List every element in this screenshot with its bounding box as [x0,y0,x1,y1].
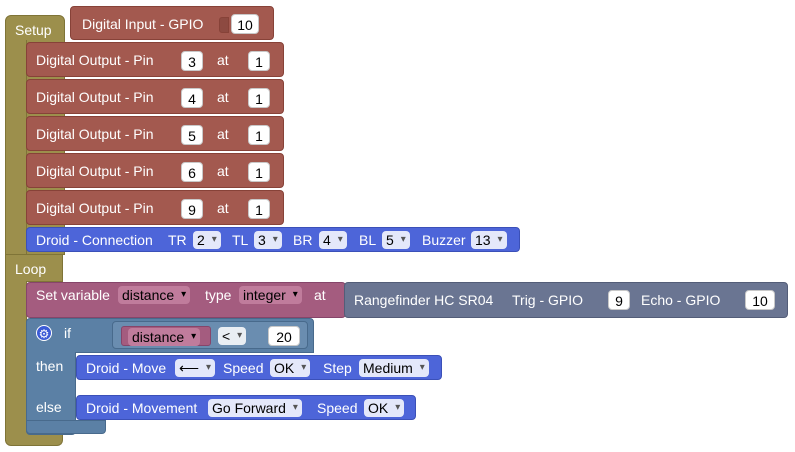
at-label: at [217,163,229,179]
digital-output-block-2[interactable]: Digital Output - Pin 4 at 1 [26,79,284,114]
echo-gpio-value[interactable]: 10 [745,290,775,310]
setup-spine [5,40,27,256]
output-pin-value[interactable]: 6 [181,162,203,182]
tr-label: TR [168,232,187,248]
gear-icon[interactable]: ⚙ [36,325,52,341]
bl-label: BL [359,232,377,248]
tr-dropdown[interactable]: 2 [193,231,221,249]
digital-output-label: Digital Output - Pin [36,126,154,142]
droid-movement-label: Droid - Movement [86,400,198,416]
droid-connection-block[interactable]: Droid - Connection TR 2 TL 3 BR 4 BL 5 B… [26,227,520,252]
output-state-value[interactable]: 1 [248,199,270,219]
condition-variable-block[interactable]: distance [121,326,211,346]
condition-value[interactable]: 20 [268,326,300,346]
input-socket [219,17,229,33]
at-label: at [217,89,229,105]
loop-spine [5,281,27,441]
speed-label: Speed [317,400,358,416]
loop-block[interactable]: Loop [5,254,63,282]
output-state-value[interactable]: 1 [248,125,270,145]
loop-label: Loop [15,261,47,277]
digital-input-block[interactable]: Digital Input - GPIO 10 [70,6,274,40]
if-else-bottom [26,420,106,434]
operator-dropdown[interactable]: < [218,327,247,345]
variable-dropdown[interactable]: distance [118,286,191,304]
digital-output-block-4[interactable]: Digital Output - Pin 6 at 1 [26,153,284,188]
digital-output-block-1[interactable]: Digital Output - Pin 3 at 1 [26,42,284,77]
compare-block[interactable]: distance < 20 [112,321,308,349]
condition-variable-dropdown[interactable]: distance [128,328,201,346]
output-pin-value[interactable]: 9 [181,199,203,219]
type-label: type [205,287,232,303]
digital-output-label: Digital Output - Pin [36,163,154,179]
direction-dropdown[interactable]: ⟵ [175,359,216,377]
output-pin-value[interactable]: 5 [181,125,203,145]
digital-input-gpio-value[interactable]: 10 [231,14,259,34]
rangefinder-block[interactable]: Rangefinder HC SR04 Trig - GPIO 9 Echo -… [344,282,788,318]
droid-movement-block[interactable]: Droid - Movement Go Forward Speed OK [76,395,416,420]
tl-dropdown[interactable]: 3 [254,231,282,249]
movement-direction-dropdown[interactable]: Go Forward [208,399,302,417]
loop-bottom-arm [5,432,63,446]
output-state-value[interactable]: 1 [248,162,270,182]
buzzer-label: Buzzer [422,232,466,248]
digital-output-label: Digital Output - Pin [36,89,154,105]
buzzer-dropdown[interactable]: 13 [471,231,507,249]
at-label: at [217,52,229,68]
step-dropdown[interactable]: Medium [359,359,429,377]
at-label: at [314,287,326,303]
step-label: Step [323,360,352,376]
echo-label: Echo - GPIO [641,292,721,308]
output-state-value[interactable]: 1 [248,88,270,108]
type-dropdown[interactable]: integer [239,286,302,304]
rangefinder-label: Rangefinder HC SR04 [354,292,494,308]
trig-label: Trig - GPIO [512,292,584,308]
at-label: at [217,126,229,142]
else-label: else [36,399,62,415]
droid-connection-label: Droid - Connection [36,232,153,248]
droid-move-label: Droid - Move [86,360,167,376]
droid-move-block[interactable]: Droid - Move ⟵ Speed OK Step Medium [76,355,442,380]
trig-gpio-value[interactable]: 9 [608,290,630,310]
set-variable-label: Set variable [36,287,110,303]
digital-output-label: Digital Output - Pin [36,52,154,68]
setup-label: Setup [15,22,52,38]
digital-output-label: Digital Output - Pin [36,200,154,216]
br-dropdown[interactable]: 4 [319,231,347,249]
if-label: if [64,325,71,341]
bl-dropdown[interactable]: 5 [382,231,410,249]
digital-input-label: Digital Input - GPIO [82,16,204,32]
movement-speed-dropdown[interactable]: OK [364,399,405,417]
tl-label: TL [232,232,249,248]
digital-output-block-3[interactable]: Digital Output - Pin 5 at 1 [26,116,284,151]
speed-dropdown[interactable]: OK [270,359,311,377]
speed-label: Speed [223,360,264,376]
output-pin-value[interactable]: 4 [181,88,203,108]
output-state-value[interactable]: 1 [248,51,270,71]
output-pin-value[interactable]: 3 [181,51,203,71]
at-label: at [217,200,229,216]
set-variable-block[interactable]: Set variable distance type integer at [26,282,346,318]
digital-output-block-5[interactable]: Digital Output - Pin 9 at 1 [26,190,284,225]
br-label: BR [293,232,313,248]
then-label: then [36,358,64,374]
